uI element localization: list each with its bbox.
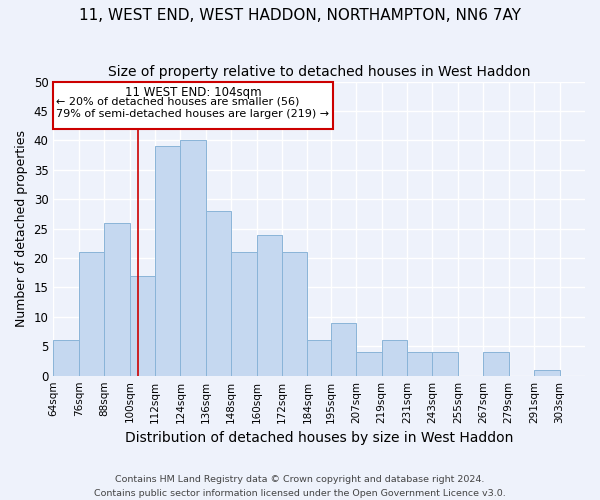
Bar: [382, 340, 407, 376]
Bar: [257, 234, 282, 376]
X-axis label: Distribution of detached houses by size in West Haddon: Distribution of detached houses by size …: [125, 431, 514, 445]
Bar: [331, 322, 356, 376]
Bar: [534, 370, 560, 376]
Text: ← 20% of detached houses are smaller (56): ← 20% of detached houses are smaller (56…: [56, 97, 300, 107]
Bar: [181, 140, 206, 376]
Bar: [79, 252, 104, 376]
Bar: [282, 252, 307, 376]
Text: Contains HM Land Registry data © Crown copyright and database right 2024.
Contai: Contains HM Land Registry data © Crown c…: [94, 476, 506, 498]
Text: 11 WEST END: 104sqm: 11 WEST END: 104sqm: [125, 86, 262, 100]
Y-axis label: Number of detached properties: Number of detached properties: [15, 130, 28, 327]
Bar: [231, 252, 257, 376]
Bar: [407, 352, 433, 376]
Title: Size of property relative to detached houses in West Haddon: Size of property relative to detached ho…: [108, 65, 530, 79]
Bar: [484, 352, 509, 376]
Bar: [206, 211, 231, 376]
FancyBboxPatch shape: [53, 82, 333, 128]
Bar: [130, 276, 155, 376]
Bar: [307, 340, 331, 376]
Bar: [104, 222, 130, 376]
Bar: [356, 352, 382, 376]
Bar: [155, 146, 181, 376]
Text: 79% of semi-detached houses are larger (219) →: 79% of semi-detached houses are larger (…: [56, 109, 329, 119]
Text: 11, WEST END, WEST HADDON, NORTHAMPTON, NN6 7AY: 11, WEST END, WEST HADDON, NORTHAMPTON, …: [79, 8, 521, 22]
Bar: [53, 340, 79, 376]
Bar: [433, 352, 458, 376]
